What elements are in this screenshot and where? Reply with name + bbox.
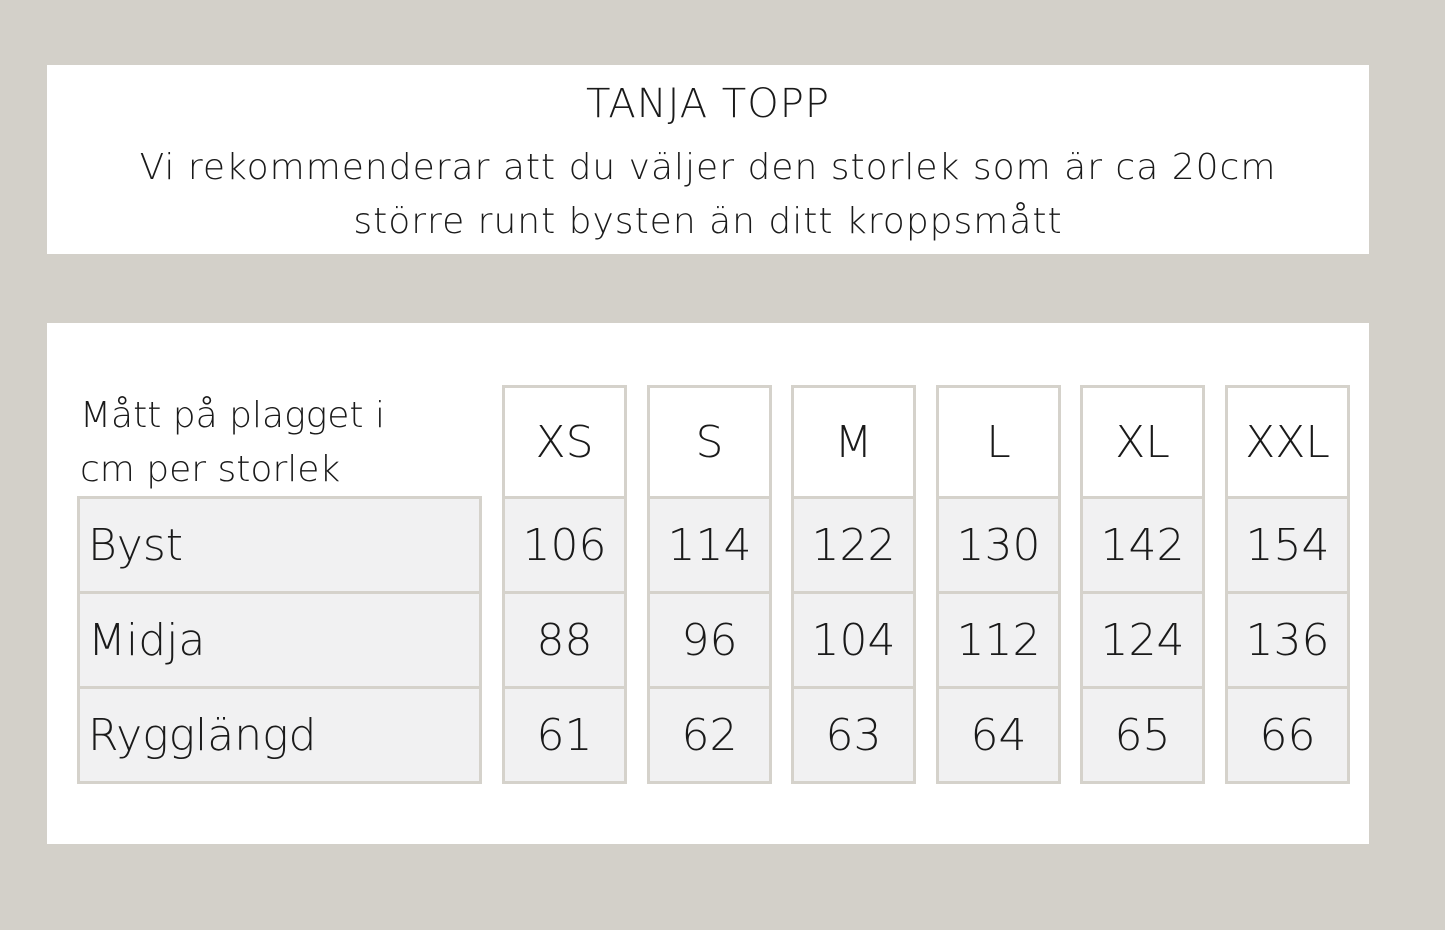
table-cell: 130 — [936, 496, 1061, 594]
table-cell: 104 — [791, 591, 916, 689]
table-cell: 114 — [647, 496, 772, 594]
table-cell: 88 — [502, 591, 627, 689]
table-cell: 64 — [936, 686, 1061, 784]
table-cell: 61 — [502, 686, 627, 784]
table-cell: 63 — [791, 686, 916, 784]
size-header-s: S — [647, 385, 772, 499]
corner-line: Mått på plagget i — [80, 395, 385, 436]
row-label: Midja — [77, 591, 482, 689]
table-corner-label: Mått på plagget i cm per storlek — [80, 389, 385, 497]
row-label: Byst — [77, 496, 482, 594]
table-cell: 112 — [936, 591, 1061, 689]
subtitle-line: större runt bysten än ditt kroppsmått — [353, 201, 1063, 242]
size-header-l: L — [936, 385, 1061, 499]
table-cell: 122 — [791, 496, 916, 594]
table-cell: 142 — [1080, 496, 1205, 594]
row-label: Rygglängd — [77, 686, 482, 784]
table-cell: 66 — [1225, 686, 1350, 784]
table-cell: 62 — [647, 686, 772, 784]
page-title: TANJA TOPP — [586, 81, 830, 127]
table-cell: 124 — [1080, 591, 1205, 689]
size-table-panel: Mått på plagget i cm per storlek XS S M L XL… — [47, 323, 1369, 844]
table-cell: 154 — [1225, 496, 1350, 594]
table-cell: 65 — [1080, 686, 1205, 784]
table-cell: 96 — [647, 591, 772, 689]
subtitle-line: Vi rekommenderar att du väljer den storl… — [139, 147, 1277, 188]
table-cell: 106 — [502, 496, 627, 594]
size-header-xs: XS — [502, 385, 627, 499]
size-header-m: M — [791, 385, 916, 499]
header-panel: TANJA TOPP Vi rekommenderar att du välje… — [47, 65, 1369, 254]
size-header-xxl: XXL — [1225, 385, 1350, 499]
size-header-xl: XL — [1080, 385, 1205, 499]
corner-line: cm per storlek — [80, 449, 341, 490]
table-cell: 136 — [1225, 591, 1350, 689]
subtitle: Vi rekommenderar att du väljer den storl… — [47, 141, 1369, 249]
